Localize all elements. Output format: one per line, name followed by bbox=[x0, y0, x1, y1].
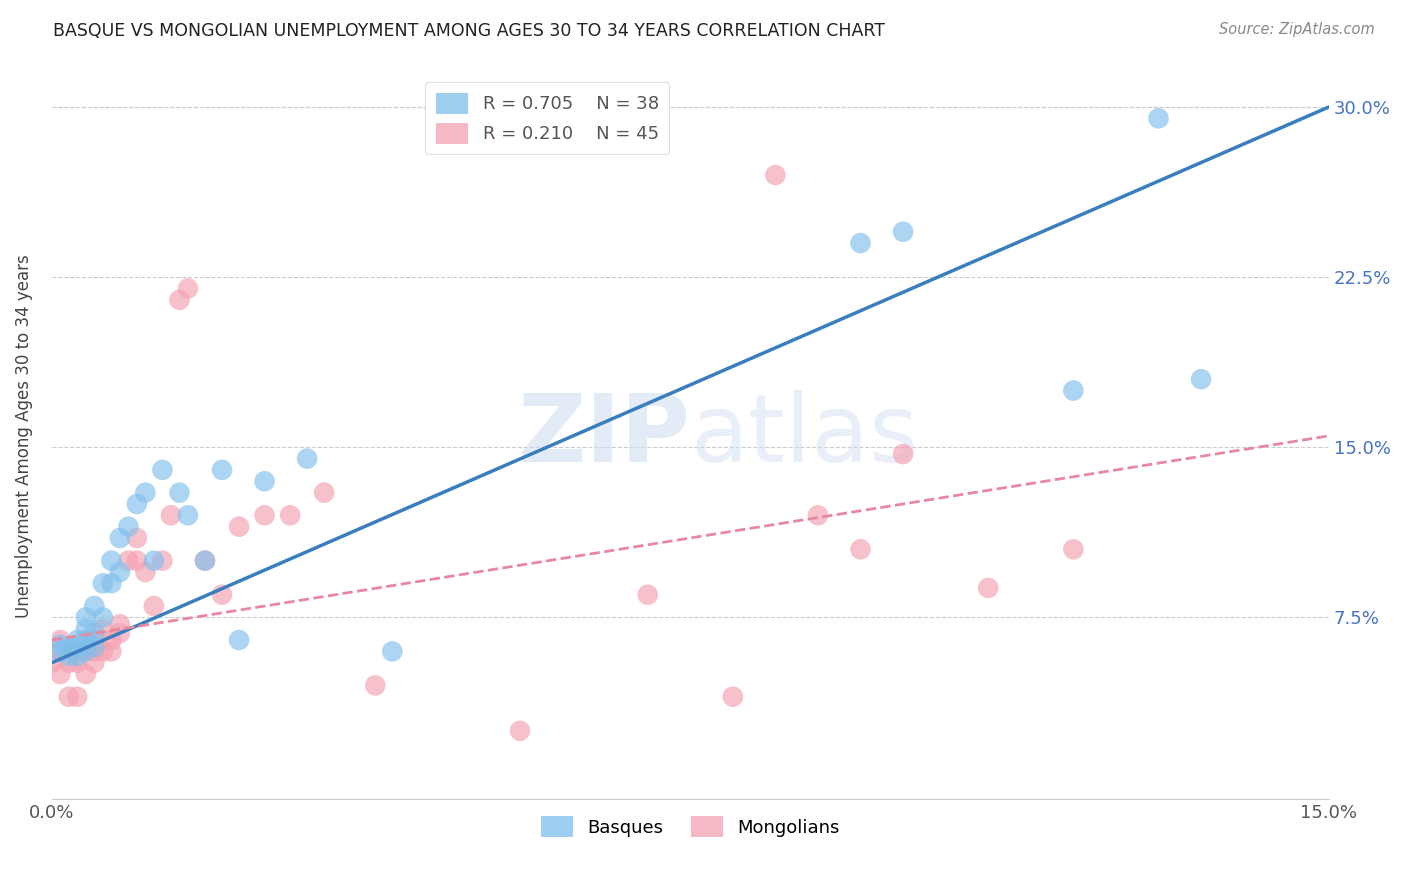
Point bbox=[142, 554, 165, 568]
Point bbox=[91, 644, 114, 658]
Point bbox=[49, 644, 72, 658]
Point bbox=[49, 638, 72, 652]
Point bbox=[75, 644, 97, 658]
Point bbox=[253, 475, 276, 489]
Point bbox=[211, 463, 233, 477]
Point bbox=[381, 644, 404, 658]
Point bbox=[91, 610, 114, 624]
Point bbox=[228, 633, 250, 648]
Point bbox=[807, 508, 830, 523]
Point bbox=[295, 451, 318, 466]
Point bbox=[152, 554, 174, 568]
Point bbox=[194, 554, 217, 568]
Point bbox=[125, 497, 148, 511]
Legend: Basques, Mongolians: Basques, Mongolians bbox=[533, 809, 848, 844]
Point bbox=[891, 447, 914, 461]
Point bbox=[49, 644, 72, 658]
Point bbox=[58, 640, 80, 654]
Point bbox=[100, 633, 122, 648]
Point bbox=[100, 644, 122, 658]
Text: ZIP: ZIP bbox=[517, 390, 690, 482]
Point bbox=[509, 723, 531, 738]
Point bbox=[58, 690, 80, 704]
Point bbox=[849, 542, 872, 557]
Point bbox=[1147, 112, 1170, 126]
Point bbox=[117, 519, 139, 533]
Point bbox=[66, 644, 89, 658]
Point bbox=[49, 633, 72, 648]
Point bbox=[117, 554, 139, 568]
Point bbox=[152, 463, 174, 477]
Point bbox=[364, 678, 387, 692]
Point bbox=[75, 633, 97, 648]
Text: Source: ZipAtlas.com: Source: ZipAtlas.com bbox=[1219, 22, 1375, 37]
Point bbox=[125, 531, 148, 545]
Point bbox=[721, 690, 744, 704]
Point bbox=[1062, 384, 1084, 398]
Point bbox=[169, 485, 191, 500]
Point bbox=[1189, 372, 1212, 386]
Point bbox=[108, 565, 131, 579]
Point bbox=[83, 599, 105, 613]
Point bbox=[66, 633, 89, 648]
Point bbox=[75, 667, 97, 681]
Y-axis label: Unemployment Among Ages 30 to 34 years: Unemployment Among Ages 30 to 34 years bbox=[15, 254, 32, 618]
Point bbox=[278, 508, 301, 523]
Point bbox=[83, 644, 105, 658]
Point bbox=[75, 610, 97, 624]
Point bbox=[83, 656, 105, 670]
Point bbox=[58, 656, 80, 670]
Point bbox=[41, 656, 63, 670]
Point bbox=[763, 168, 786, 182]
Point bbox=[134, 485, 156, 500]
Point bbox=[134, 565, 156, 579]
Point bbox=[49, 667, 72, 681]
Point bbox=[75, 622, 97, 636]
Point bbox=[108, 617, 131, 632]
Point bbox=[108, 531, 131, 545]
Point bbox=[58, 648, 80, 663]
Point bbox=[160, 508, 183, 523]
Text: atlas: atlas bbox=[690, 390, 918, 482]
Point bbox=[142, 599, 165, 613]
Point bbox=[849, 236, 872, 251]
Point bbox=[108, 626, 131, 640]
Point bbox=[100, 554, 122, 568]
Point bbox=[66, 648, 89, 663]
Point bbox=[83, 633, 105, 648]
Point bbox=[125, 554, 148, 568]
Point bbox=[637, 588, 659, 602]
Point bbox=[1062, 542, 1084, 557]
Point bbox=[66, 656, 89, 670]
Point bbox=[194, 554, 217, 568]
Point bbox=[314, 485, 336, 500]
Point bbox=[83, 626, 105, 640]
Point bbox=[91, 622, 114, 636]
Point bbox=[83, 640, 105, 654]
Point bbox=[169, 293, 191, 307]
Point bbox=[75, 644, 97, 658]
Point bbox=[891, 225, 914, 239]
Point bbox=[177, 281, 200, 295]
Point bbox=[66, 690, 89, 704]
Point bbox=[977, 581, 1000, 595]
Point bbox=[253, 508, 276, 523]
Point bbox=[177, 508, 200, 523]
Point bbox=[211, 588, 233, 602]
Point bbox=[228, 519, 250, 533]
Text: BASQUE VS MONGOLIAN UNEMPLOYMENT AMONG AGES 30 TO 34 YEARS CORRELATION CHART: BASQUE VS MONGOLIAN UNEMPLOYMENT AMONG A… bbox=[53, 22, 886, 40]
Point bbox=[91, 576, 114, 591]
Point bbox=[100, 576, 122, 591]
Point bbox=[66, 640, 89, 654]
